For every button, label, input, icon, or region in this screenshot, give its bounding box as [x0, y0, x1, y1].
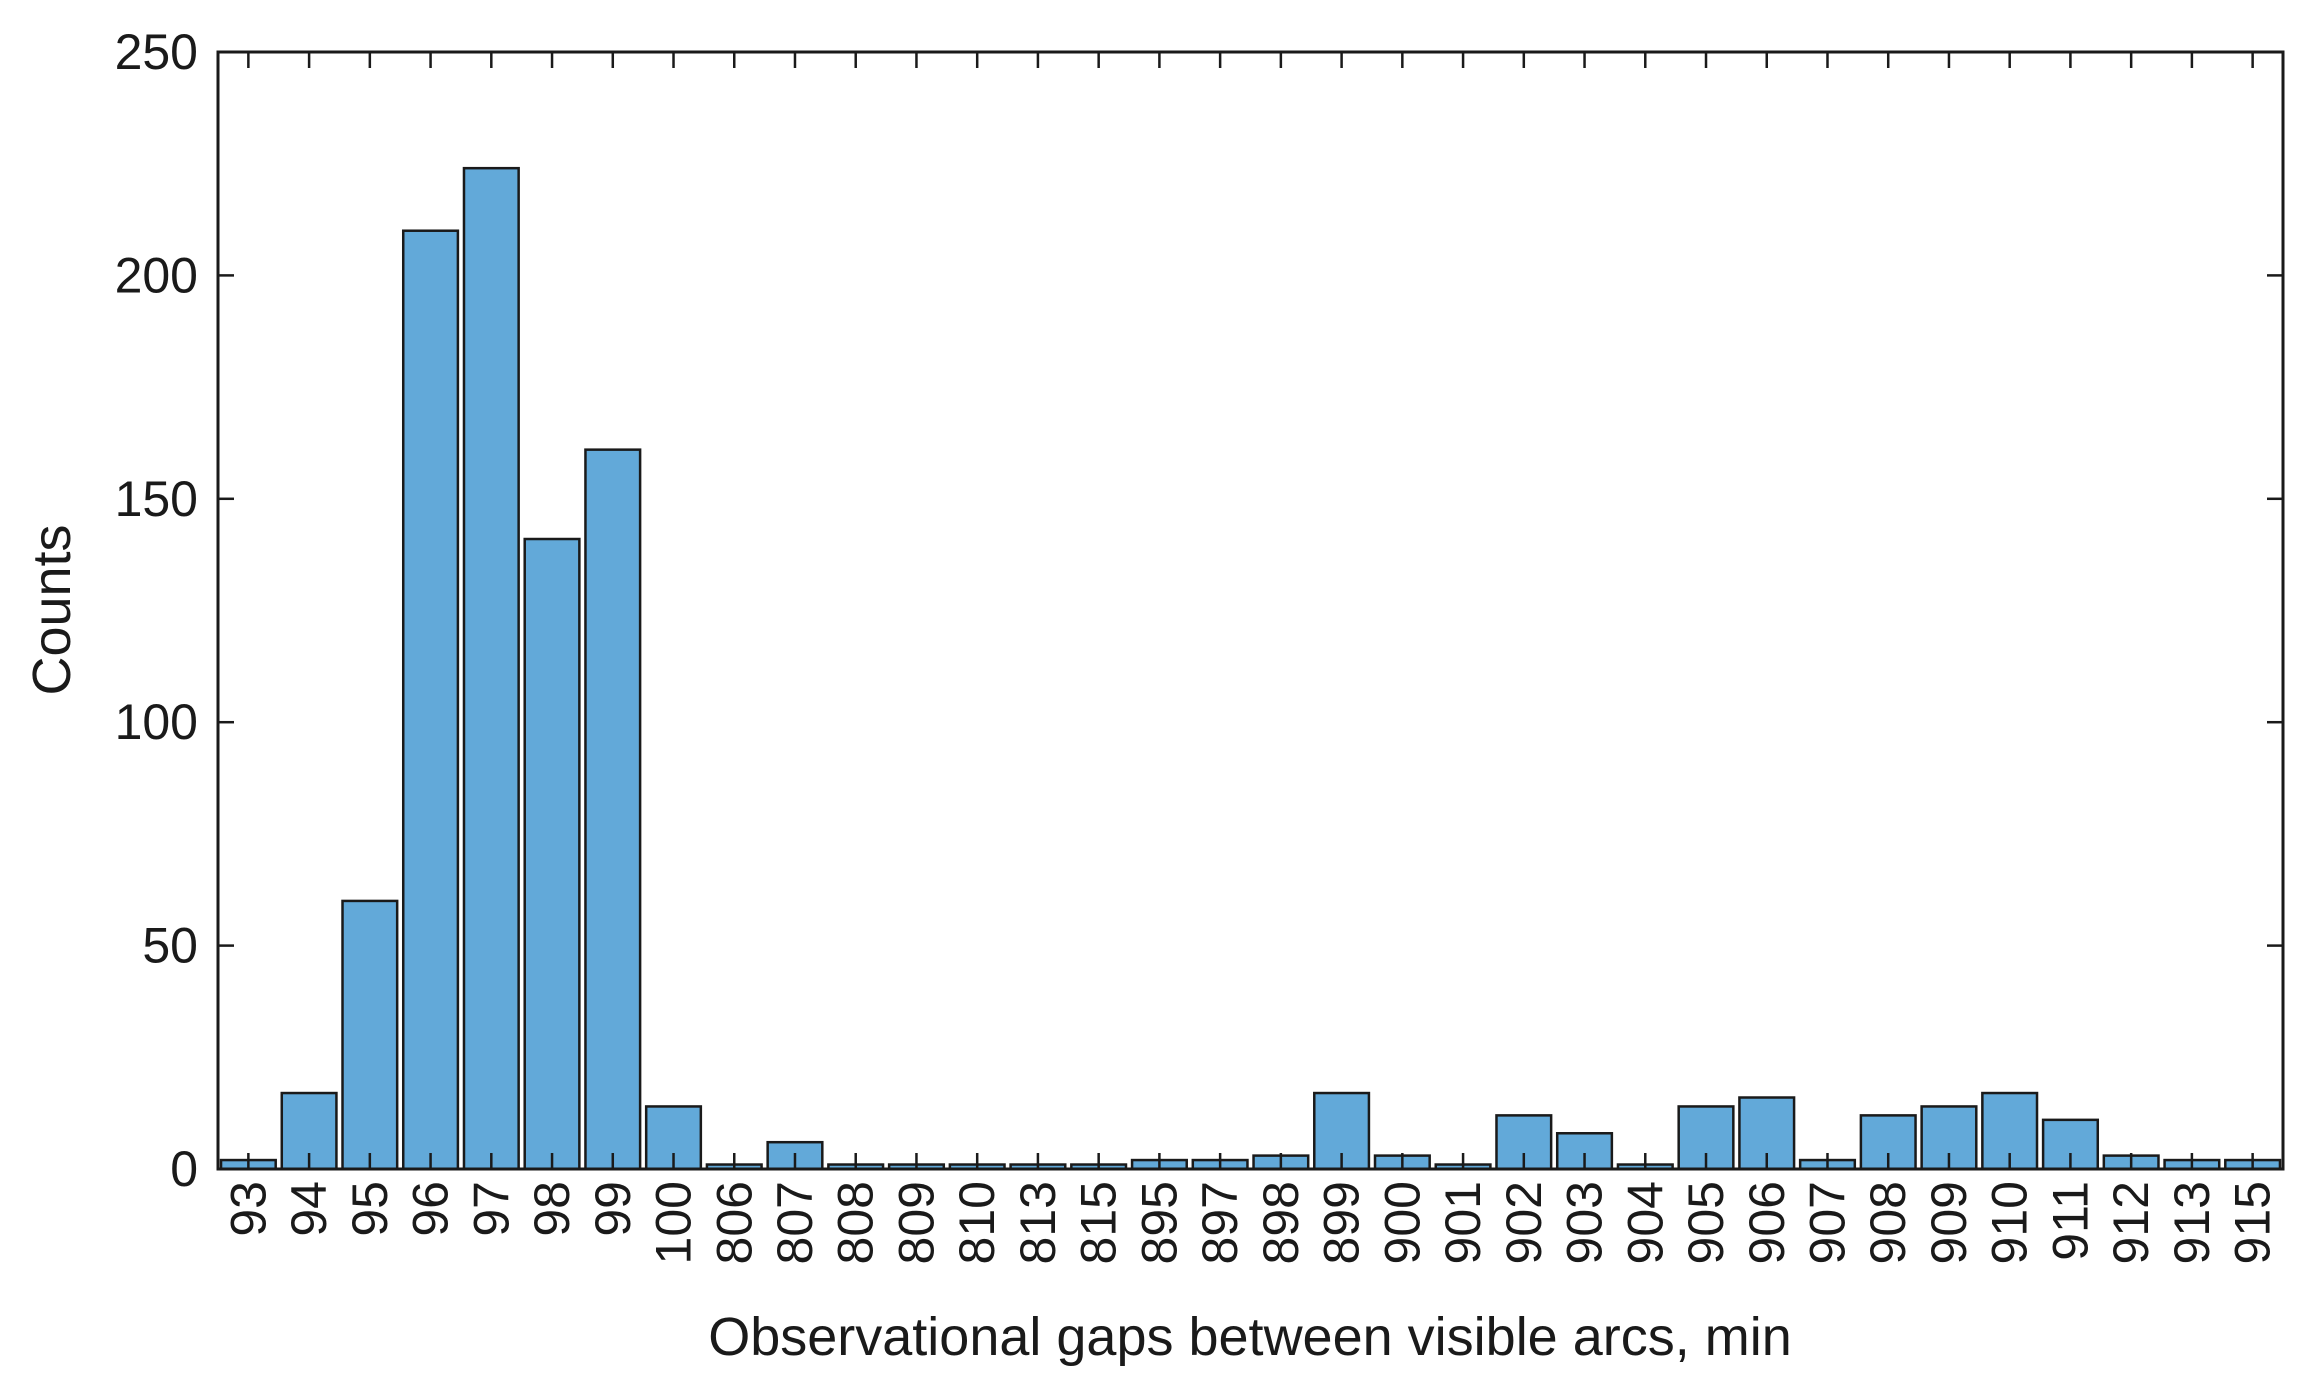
- x-tick-label: 807: [767, 1181, 823, 1264]
- x-tick-label: 904: [1617, 1181, 1673, 1264]
- x-tick-label: 94: [281, 1181, 337, 1237]
- x-tick-label: 809: [888, 1181, 944, 1264]
- x-tick-label: 912: [2103, 1181, 2159, 1264]
- x-tick-label: 100: [646, 1181, 702, 1264]
- x-tick-label: 98: [524, 1181, 580, 1237]
- x-tick-label: 910: [1982, 1181, 2038, 1264]
- y-tick-label: 250: [115, 24, 198, 80]
- x-tick-label: 99: [585, 1181, 641, 1237]
- y-tick-labels: 0 50 100 150 200 250: [115, 24, 198, 1197]
- y-tick-label: 150: [115, 471, 198, 527]
- x-tick-label: 895: [1131, 1181, 1187, 1264]
- x-tick-label: 897: [1192, 1181, 1248, 1264]
- x-tick-label: 907: [1799, 1181, 1855, 1264]
- y-tick-label: 100: [115, 694, 198, 750]
- x-tick-label: 906: [1739, 1181, 1795, 1264]
- x-tick-label: 810: [949, 1181, 1005, 1264]
- x-axis-title: Observational gaps between visible arcs,…: [708, 1307, 1792, 1367]
- x-tick-label: 808: [828, 1181, 884, 1264]
- x-tick-label: 908: [1860, 1181, 1916, 1264]
- bar-97: [462, 166, 520, 1171]
- y-tick-label: 0: [170, 1141, 198, 1197]
- plot-frame: [216, 50, 2285, 1171]
- x-tick-label: 901: [1435, 1181, 1491, 1264]
- x-tick-label: 905: [1678, 1181, 1734, 1264]
- x-tick-label: 915: [2225, 1181, 2281, 1264]
- x-tick-label: 96: [403, 1181, 459, 1237]
- x-tick-label: 806: [706, 1181, 762, 1264]
- x-tick-labels: 93 94 95 96 97 98 99 100 806 807 808 809 810 813 815 89…: [220, 1181, 2280, 1264]
- y-tick-label: 50: [142, 918, 198, 974]
- x-tick-label: 813: [1010, 1181, 1066, 1264]
- bar-98: [523, 537, 581, 1171]
- bars-layer: [219, 166, 2282, 1171]
- x-tick-label: 902: [1496, 1181, 1552, 1264]
- x-tick-label: 903: [1557, 1181, 1613, 1264]
- y-axis-title: Counts: [22, 524, 82, 695]
- x-tick-label: 899: [1314, 1181, 1370, 1264]
- bar-96: [401, 229, 460, 1171]
- x-tick-label: 913: [2164, 1181, 2220, 1264]
- x-tick-label: 911: [2042, 1181, 2098, 1261]
- x-tick-label: 93: [220, 1181, 276, 1237]
- x-tick-label: 95: [342, 1181, 398, 1237]
- x-tick-label: 97: [463, 1181, 519, 1237]
- y-tick-label: 200: [115, 247, 198, 303]
- bar-95: [341, 899, 399, 1171]
- x-tick-label: 900: [1374, 1181, 1430, 1264]
- bar-99: [584, 448, 642, 1171]
- bar-94: [280, 1091, 338, 1171]
- ticks-layer: [218, 50, 2283, 1171]
- x-tick-label: 815: [1071, 1181, 1127, 1264]
- x-tick-label: 898: [1253, 1181, 1309, 1264]
- x-tick-label: 909: [1921, 1181, 1977, 1264]
